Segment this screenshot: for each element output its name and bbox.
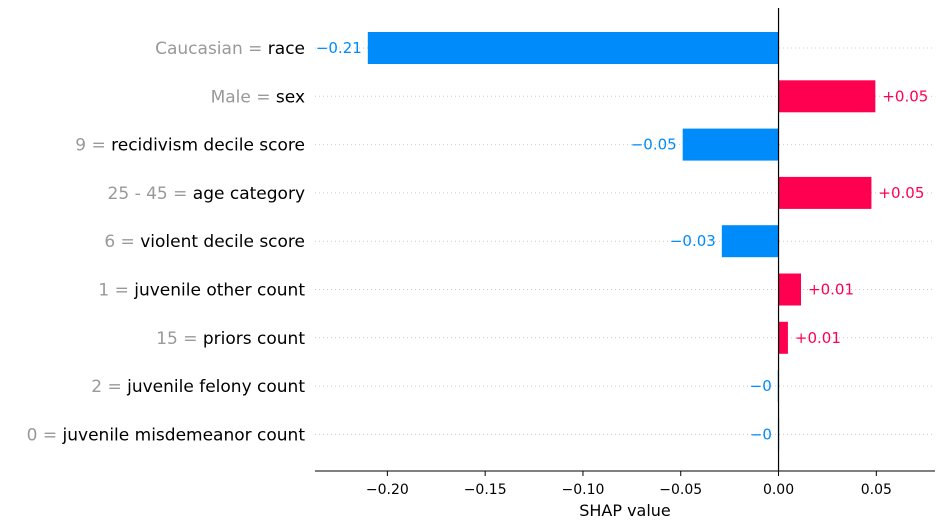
feature-name: priors count — [203, 329, 305, 349]
feature-label: 2 = juvenile felony count — [91, 377, 305, 397]
feature-value: 25 - 45 = — [108, 184, 193, 204]
feature-label: 15 = priors count — [156, 329, 305, 349]
x-tick-label: 0.00 — [763, 482, 794, 498]
bar-race — [367, 32, 779, 64]
x-tick-label: 0.05 — [861, 482, 892, 498]
x-tick-label: −0.10 — [561, 482, 604, 498]
data-label: +0.05 — [882, 87, 928, 105]
feature-label: 1 = juvenile other count — [98, 281, 305, 301]
data-label: −0 — [750, 425, 772, 443]
feature-label: 9 = recidivism decile score — [75, 136, 305, 156]
data-labels: −0.21 +0.05 −0.05 +0.05 −0.03 +0.01 +0.01 −0 −0 — [316, 39, 928, 443]
bar-age-category — [778, 176, 872, 209]
x-tick-label: −0.15 — [464, 482, 507, 498]
data-label: +0.01 — [808, 281, 854, 299]
feature-name: race — [268, 39, 305, 59]
feature-label: Male = sex — [211, 87, 305, 107]
data-label: −0.03 — [670, 232, 716, 250]
feature-labels: Caucasian = race Male = sex 9 = recidivism… — [27, 39, 306, 445]
x-axis: SHAP value −0.20 −0.15 −0.10 −0.05 0.00 0.05 — [315, 470, 935, 520]
feature-value: 15 = — [156, 329, 203, 349]
feature-name: age category — [193, 184, 305, 204]
data-label: −0.21 — [316, 39, 362, 57]
bar-juvenile-other-count — [778, 273, 802, 306]
data-label: +0.01 — [795, 329, 841, 347]
feature-label: 25 - 45 = age category — [108, 184, 305, 204]
feature-name: recidivism decile score — [111, 136, 305, 156]
feature-label: 6 = violent decile score — [104, 232, 305, 252]
feature-value: 0 = — [27, 425, 63, 445]
x-axis-label: SHAP value — [579, 501, 671, 520]
feature-name: juvenile felony count — [126, 377, 305, 397]
bar-sex — [778, 80, 876, 113]
bar-recidivism-decile-score — [682, 128, 779, 161]
feature-name: juvenile misdemeanor count — [62, 425, 306, 445]
data-label: −0 — [750, 377, 772, 395]
feature-name: violent decile score — [140, 232, 305, 252]
feature-value: Caucasian = — [155, 39, 268, 59]
feature-value: 6 = — [104, 232, 140, 252]
bars — [367, 32, 876, 451]
data-label: −0.05 — [631, 136, 677, 154]
feature-label: Caucasian = race — [155, 39, 305, 59]
data-label: +0.05 — [878, 184, 924, 202]
feature-value: 1 = — [98, 281, 134, 301]
feature-value: 2 = — [91, 377, 127, 397]
feature-value: 9 = — [75, 136, 111, 156]
x-tick-label: −0.20 — [366, 482, 409, 498]
bar-priors-count — [778, 321, 788, 354]
feature-label: 0 = juvenile misdemeanor count — [27, 425, 306, 445]
feature-name: juvenile other count — [133, 281, 305, 301]
x-tick-label: −0.05 — [659, 482, 702, 498]
feature-value: Male = — [211, 87, 276, 107]
feature-name: sex — [276, 87, 305, 107]
bar-violent-decile-score — [721, 225, 779, 258]
